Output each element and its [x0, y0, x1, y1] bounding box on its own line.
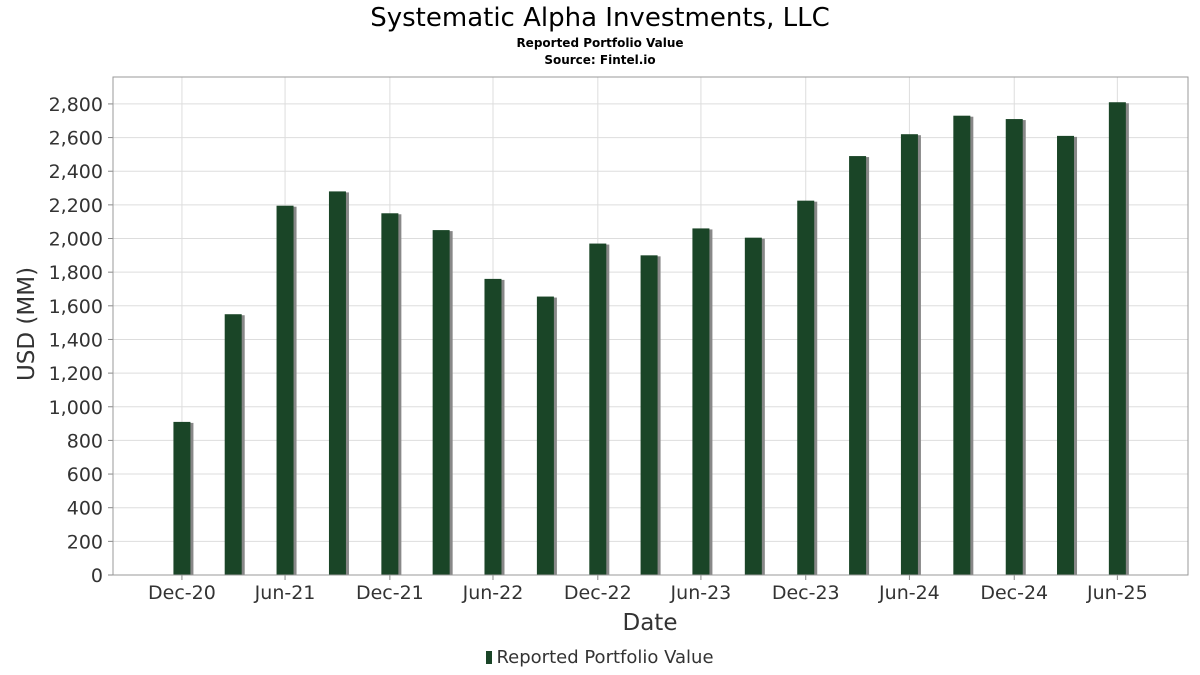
x-tick-label: Dec-22 [564, 582, 632, 604]
y-tick-label: 1,200 [49, 363, 103, 385]
y-tick-label: 2,200 [49, 195, 103, 217]
y-tick-label: 1,400 [49, 329, 103, 351]
bar [953, 115, 971, 575]
bar [692, 228, 710, 575]
x-tick-label: Jun-21 [254, 582, 316, 604]
y-tick-label: 2,000 [49, 229, 103, 251]
x-tick-label: Dec-24 [980, 582, 1048, 604]
legend-swatch [486, 651, 493, 664]
bar [536, 296, 554, 575]
bar [276, 205, 294, 575]
bar-chart: 0 200 400 600 800 1,000 1,200 1,400 1,600 1,800 2,… [14, 76, 1189, 636]
chart-source: Source: Fintel.io [544, 53, 656, 67]
legend-label: Reported Portfolio Value [496, 647, 714, 668]
legend: Reported Portfolio Value [0, 647, 1200, 668]
x-axis-title: Date [623, 610, 678, 636]
y-tick-label: 200 [67, 531, 103, 553]
y-tick-label: 2,400 [49, 161, 103, 183]
chart-subtitle: Reported Portfolio Value [516, 36, 684, 50]
x-tick-label: Jun-23 [670, 582, 732, 604]
bar [640, 255, 658, 576]
bar [381, 213, 399, 575]
y-tick-label: 1,600 [49, 296, 103, 318]
y-tick-label: 1,800 [49, 262, 103, 284]
x-tick-label: Dec-23 [772, 582, 840, 604]
bar [484, 278, 502, 575]
axes: 0 200 400 600 800 1,000 1,200 1,400 1,600 1,800 2,… [49, 76, 1189, 604]
x-tick-label: Jun-22 [462, 582, 524, 604]
bar [900, 134, 918, 575]
bar [797, 200, 815, 575]
chart-title: Systematic Alpha Investments, LLC [370, 3, 830, 33]
y-tick-label: 1,000 [49, 397, 103, 419]
bar [589, 243, 607, 576]
y-tick-label: 2,600 [49, 128, 103, 150]
bar [744, 237, 762, 575]
bar [849, 156, 867, 575]
y-tick-label: 600 [67, 464, 103, 486]
x-tick-label: Jun-24 [878, 582, 940, 604]
y-tick-label: 0 [91, 565, 103, 587]
bar [224, 314, 242, 575]
x-tick-label: Jun-25 [1086, 582, 1148, 604]
bar [432, 230, 450, 575]
y-axis-title: USD (MM) [14, 267, 40, 381]
bar [1057, 135, 1075, 575]
bar [328, 191, 346, 576]
x-tick-label: Dec-21 [356, 582, 424, 604]
y-tick-label: 2,800 [49, 94, 103, 116]
bars [173, 102, 1129, 576]
x-tick-label: Dec-20 [148, 582, 216, 604]
plot-frame [112, 76, 1189, 576]
y-tick-label: 400 [67, 498, 103, 520]
y-tick-label: 800 [67, 430, 103, 452]
bar [1108, 102, 1126, 576]
bar [1005, 119, 1023, 575]
bar [173, 421, 191, 575]
